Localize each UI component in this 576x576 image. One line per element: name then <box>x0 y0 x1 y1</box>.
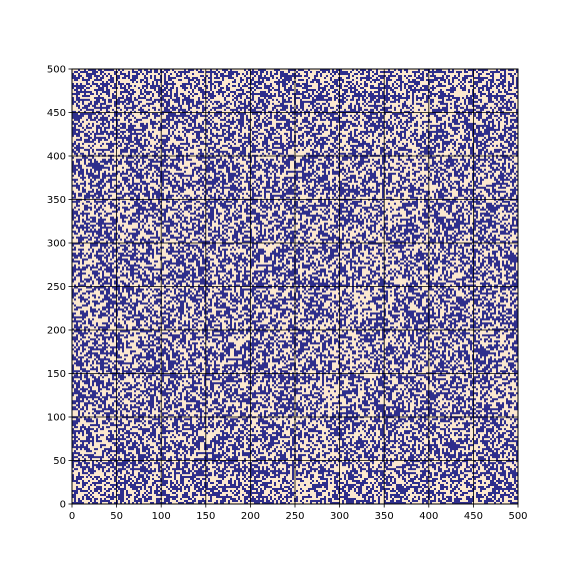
x-tick-label: 500 <box>508 511 527 522</box>
y-tick-label: 400 <box>47 152 66 163</box>
x-tick-label: 100 <box>152 511 171 522</box>
x-tick-label: 450 <box>464 511 483 522</box>
x-tick-label: 200 <box>241 511 260 522</box>
y-tick-label: 150 <box>47 369 66 380</box>
y-tick-label: 500 <box>47 65 66 76</box>
x-tick-label: 350 <box>375 511 394 522</box>
y-tick-label: 350 <box>47 195 66 206</box>
x-axis: 0 50 100 150 200 250 300 350 400 450 500 <box>69 504 528 522</box>
y-axis: 0 50 100 150 200 250 300 350 400 450 500 <box>47 65 72 511</box>
y-tick-label: 200 <box>47 326 66 337</box>
plot-area <box>71 68 519 505</box>
y-tick-label: 300 <box>47 239 66 250</box>
y-tick-label: 50 <box>53 456 66 467</box>
x-tick-label: 50 <box>110 511 123 522</box>
x-tick-label: 300 <box>330 511 349 522</box>
y-tick-label: 450 <box>47 108 66 119</box>
y-tick-label: 0 <box>60 500 66 511</box>
x-tick-label: 150 <box>196 511 215 522</box>
x-tick-label: 250 <box>285 511 304 522</box>
y-tick-label: 100 <box>47 413 66 424</box>
x-tick-label: 0 <box>69 511 75 522</box>
x-tick-label: 400 <box>419 511 438 522</box>
y-tick-label: 250 <box>47 282 66 293</box>
